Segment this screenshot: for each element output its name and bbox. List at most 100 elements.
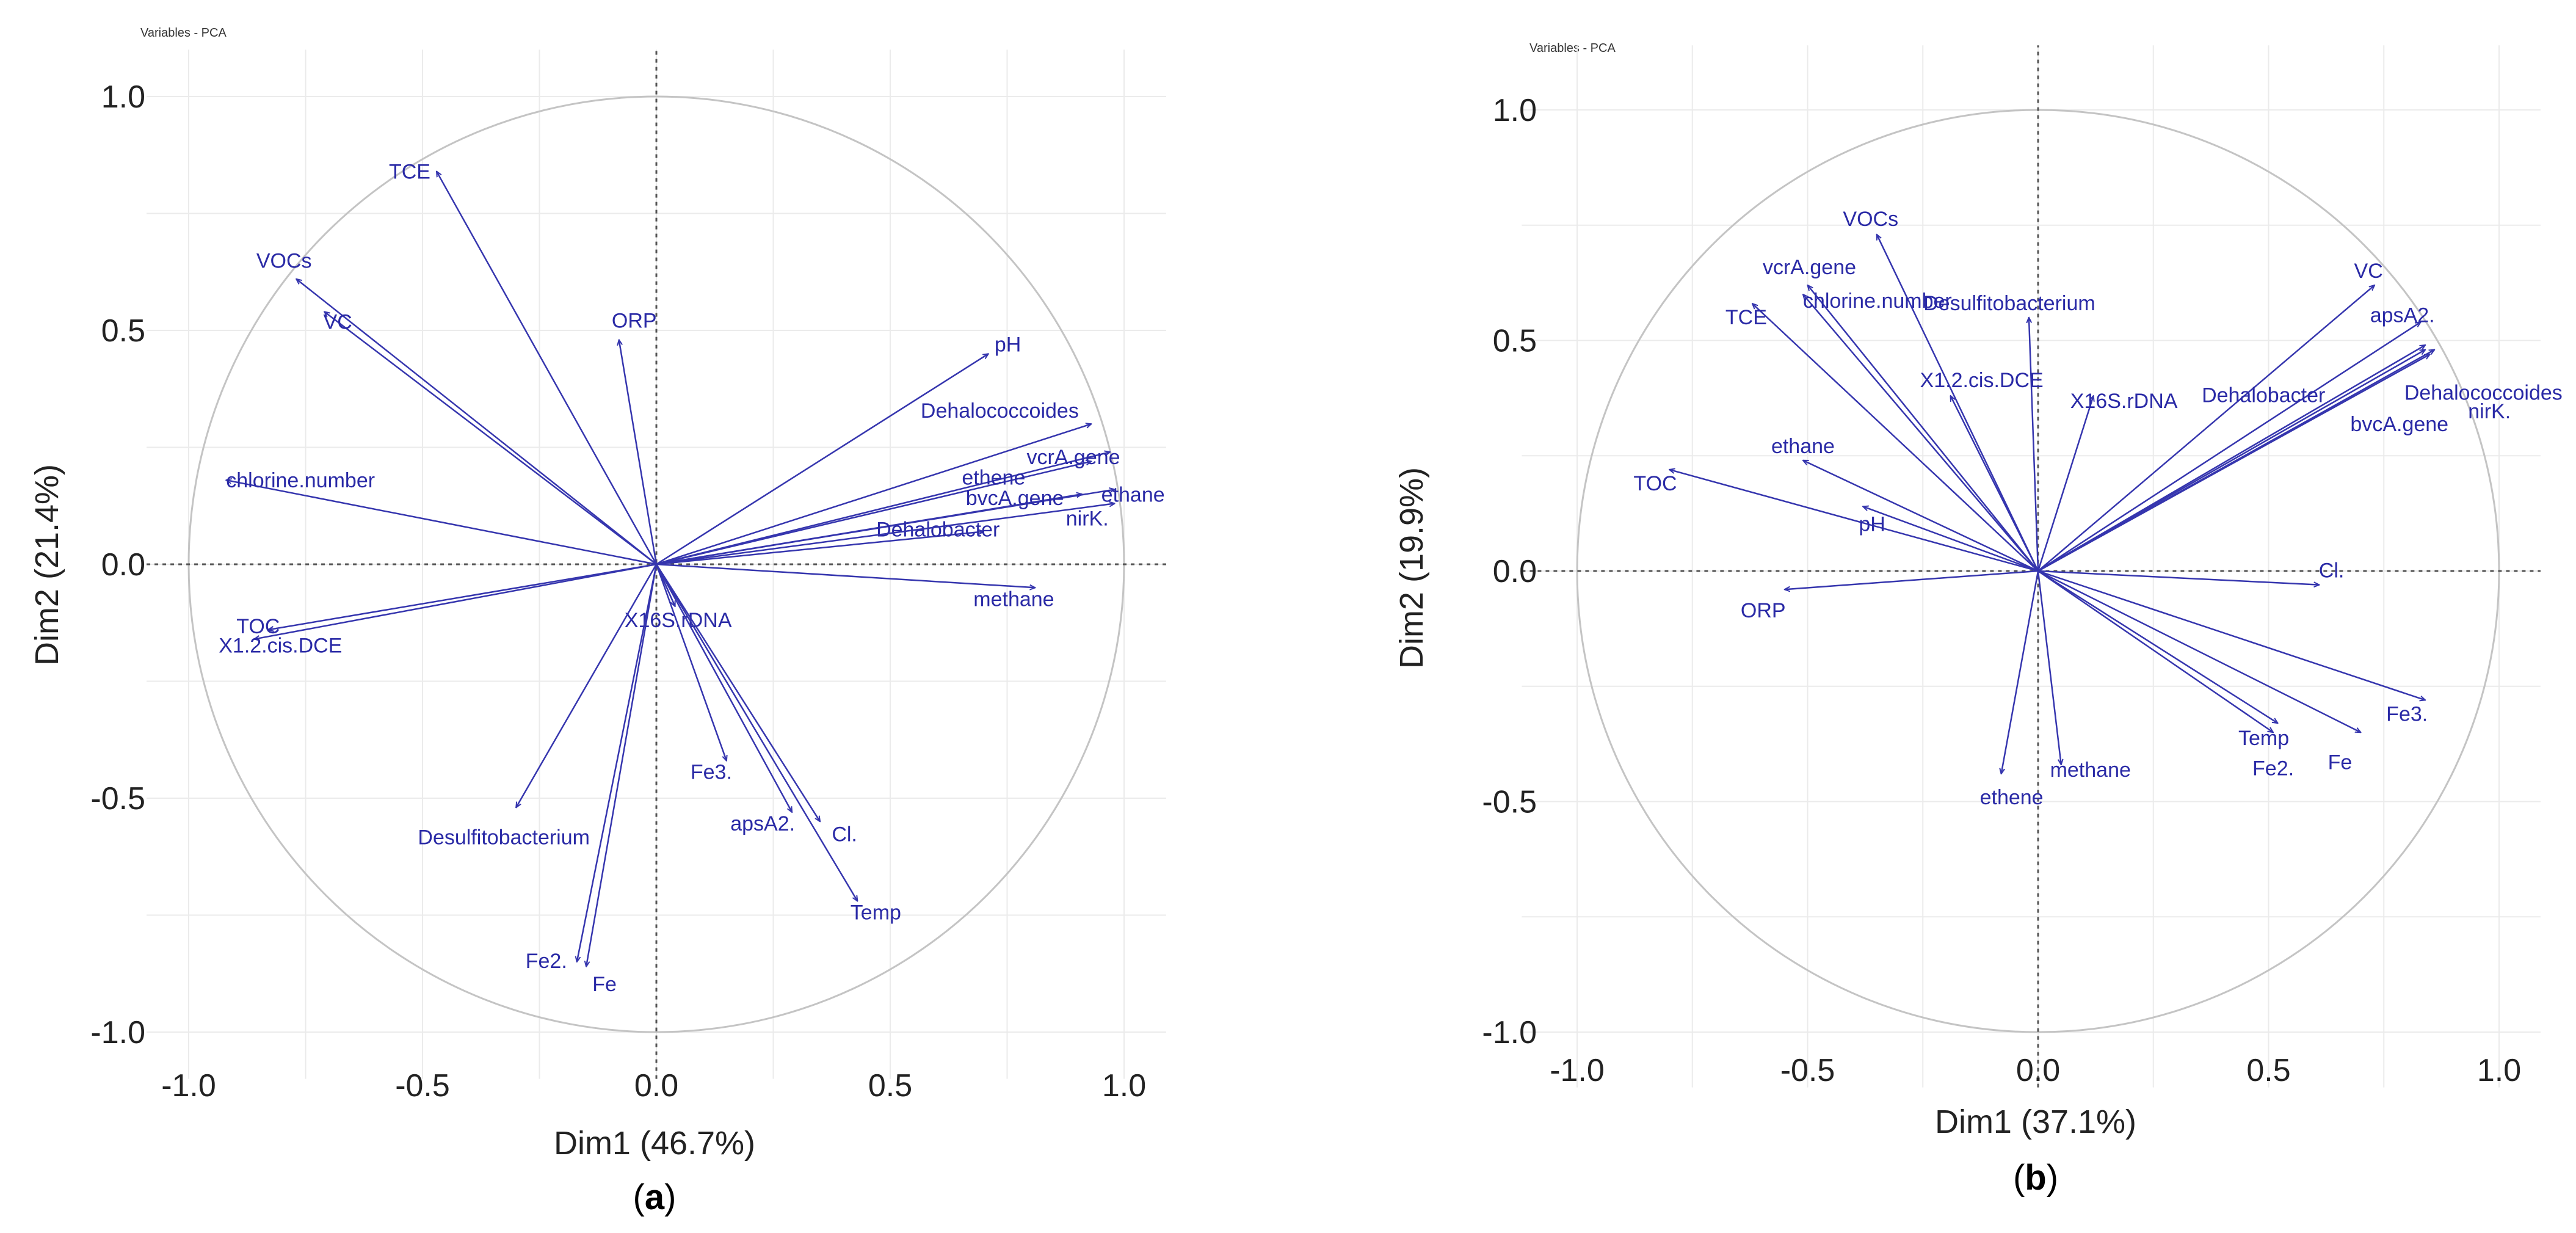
- panel-b-label-fe: Fe: [2328, 751, 2353, 774]
- panel-a-label-toc: TOC: [236, 615, 280, 638]
- panel-b-arrow-bvca-gene: [2037, 354, 2430, 572]
- panel-a-label-x16s-rdna: X16S.rDNA: [625, 609, 732, 632]
- panel-a-y-axis-title: Dim2 (21.4%): [29, 464, 65, 666]
- panel-b-x-tick-label: -0.5: [1780, 1053, 1835, 1088]
- panel-a-label-fe2: Fe2.: [526, 950, 567, 973]
- panel-b-arrow-ethene: [2001, 570, 2039, 774]
- panel-a-arrow-orp: [619, 340, 658, 565]
- panel-b-y-tick-label: 0.0: [1493, 554, 1537, 589]
- panel-a-letter: a: [645, 1177, 665, 1217]
- panel-b-arrow-fe2: [2037, 570, 2273, 732]
- panel-b-arrow-chlorine-number: [1803, 294, 2039, 572]
- panel-a-label-nirk: nirK.: [1066, 507, 1109, 530]
- panel-b-arrow-methane: [2037, 570, 2061, 765]
- panel-a-arrow-bvca-gene: [656, 494, 1082, 566]
- panel-b-label-bvca-gene: bvcA.gene: [2350, 413, 2448, 436]
- panel-a-label-bvca-gene: bvcA.gene: [966, 487, 1064, 510]
- panel-b-x-tick-label: 0.5: [2246, 1053, 2290, 1088]
- panel-b-label-dehalobacter: Dehalobacter: [2202, 384, 2325, 407]
- panel-a-arrow-dehalobacter: [656, 531, 984, 566]
- panel-a-label-fe: Fe: [592, 973, 617, 996]
- panel-b-label-x16s-rdna: X16S.rDNA: [2070, 390, 2178, 413]
- panel-b-label-nirk: nirK.: [2468, 400, 2511, 423]
- panel-a-label-ethane: ethane: [1101, 483, 1165, 506]
- panel-a-label-cl: Cl.: [832, 823, 857, 846]
- panel-b-label-ethene: ethene: [1980, 786, 2044, 809]
- panel-a-arrow-desulfitobacterium: [516, 564, 658, 807]
- panel-a-y-tick-label: -1.0: [90, 1015, 145, 1050]
- panel-a-y-tick-label: -0.5: [90, 781, 145, 817]
- panel-a-x-tick-label: 0.5: [868, 1068, 912, 1104]
- panel-b-arrow-x1-2-cis-dce: [1950, 396, 2039, 572]
- panel-b-arrow-vcra-gene: [1808, 285, 2039, 572]
- panel-b-label-orp: ORP: [1741, 599, 1786, 622]
- panel-b-label-methane: methane: [2050, 758, 2131, 782]
- panel-a-arrow-dehalococcoides: [656, 424, 1091, 566]
- panel-b-label-toc: TOC: [1633, 472, 1677, 495]
- panel-a-label-methane: methane: [973, 587, 1054, 611]
- panel-a-x-tick-label: 0.0: [634, 1068, 678, 1104]
- panel-b-arrow-ethane: [1803, 459, 2039, 572]
- panel-a-label-apsa2: apsA2.: [730, 812, 795, 835]
- panel-a-arrow-fe3: [655, 564, 727, 761]
- panel-b-label-ethane: ethane: [1771, 435, 1835, 458]
- panel-b-arrow-cl: [2037, 570, 2320, 585]
- panel-a-label-chlorine-number: chlorine.number: [226, 469, 375, 492]
- panel-b-arrow-ph: [1863, 506, 2039, 572]
- panel-a-arrow-ethene: [656, 461, 1091, 566]
- panel-a-y-tick-label: 0.5: [101, 313, 145, 349]
- panel-a-arrow-x1-2-cis-dce: [254, 563, 657, 639]
- panel-b-y-tick-label: 1.0: [1493, 93, 1537, 128]
- panel-a-y-tick-label: 1.0: [101, 79, 145, 115]
- panel-b-arrow-orp: [1785, 570, 2039, 589]
- panel-b-label-fe3: Fe3.: [2386, 702, 2428, 726]
- panel-b-x-tick-label: -1.0: [1550, 1053, 1605, 1088]
- panel-b-title: Variables - PCA: [1529, 42, 1616, 55]
- panel-a-x-axis-title: Dim1 (46.7%): [554, 1125, 755, 1162]
- panel-b-letter: b: [2025, 1158, 2046, 1198]
- panel-a-label-ethene: ethene: [962, 466, 1025, 489]
- panel-b-label-vc: VC: [2354, 260, 2383, 283]
- panel-a-x-tick-label: -1.0: [161, 1068, 216, 1104]
- panel-a-arrow-toc: [268, 563, 657, 630]
- panel-a-label-tce: TCE: [389, 161, 430, 184]
- panel-b-y-tick-label: -1.0: [1482, 1015, 1537, 1050]
- panel-a-x-tick-label: 1.0: [1102, 1068, 1146, 1104]
- panel-b-label-fe2: Fe2.: [2252, 757, 2294, 780]
- panel-a-label-vocs: VOCs: [256, 250, 312, 273]
- panel-a-label-orp: ORP: [612, 309, 657, 332]
- panel-a-arrow-fe: [586, 564, 658, 967]
- panel-a-arrow-fe2: [577, 564, 658, 962]
- panel-a-title: Variables - PCA: [140, 26, 227, 40]
- panel-a-y-tick-label: 0.0: [101, 547, 145, 583]
- panel-b-arrow-fe3: [2037, 570, 2425, 700]
- panel-b-x-axis-title: Dim1 (37.1%): [1935, 1104, 2136, 1140]
- panel-a-arrow-vc: [324, 311, 657, 565]
- panel-b-arrow-vc: [2037, 285, 2375, 572]
- panel-b-arrow-desulfitobacterium: [2029, 318, 2039, 572]
- panel-b-arrow-x16s-rdna: [2037, 396, 2094, 572]
- panel-b-x-tick-label: 1.0: [2477, 1053, 2521, 1088]
- panel-b-label-temp: Temp: [2238, 727, 2289, 750]
- panel-b-arrow-apsa2: [2037, 322, 2421, 572]
- panel-b-arrow-toc: [1669, 470, 2039, 572]
- panel-a-label-desulfitobacterium: Desulfitobacterium: [418, 826, 590, 849]
- panel-a: Variables - PCA -1.0 -0.5 0.0 0.5 1.0 -1.0 -0.…: [29, 26, 1166, 1217]
- panel-a-x-tick-label: -0.5: [395, 1068, 450, 1104]
- panel-b-label-apsa2: apsA2.: [2370, 304, 2435, 327]
- panel-b-label-desulfitobacterium: Desulfitobacterium: [1923, 292, 2095, 315]
- panel-b-x-tick-label: 0.0: [2016, 1053, 2060, 1088]
- panel-a-label-x1-2-cis-dce: X1.2.cis.DCE: [219, 635, 342, 658]
- panel-a-arrow-tce: [437, 172, 658, 565]
- panel-b-label-x1-2-cis-dce: X1.2.cis.DCE: [1920, 369, 2044, 392]
- panel-b-arrow-fe: [2037, 570, 2361, 733]
- panel-b-label-chlorine-number: chlorine.number: [1803, 289, 1952, 313]
- panel-a-arrow-cl: [655, 564, 820, 821]
- panel-a-tag: (a): [633, 1177, 677, 1217]
- panel-b-label-vocs: VOCs: [1843, 208, 1898, 231]
- panel-a-label-ph: pH: [995, 333, 1021, 356]
- panel-b-label-tce: TCE: [1725, 306, 1767, 329]
- panel-b-arrow-temp: [2037, 570, 2278, 723]
- panel-a-arrow-methane: [656, 563, 1035, 587]
- panel-a-arrow-vocs: [296, 279, 657, 565]
